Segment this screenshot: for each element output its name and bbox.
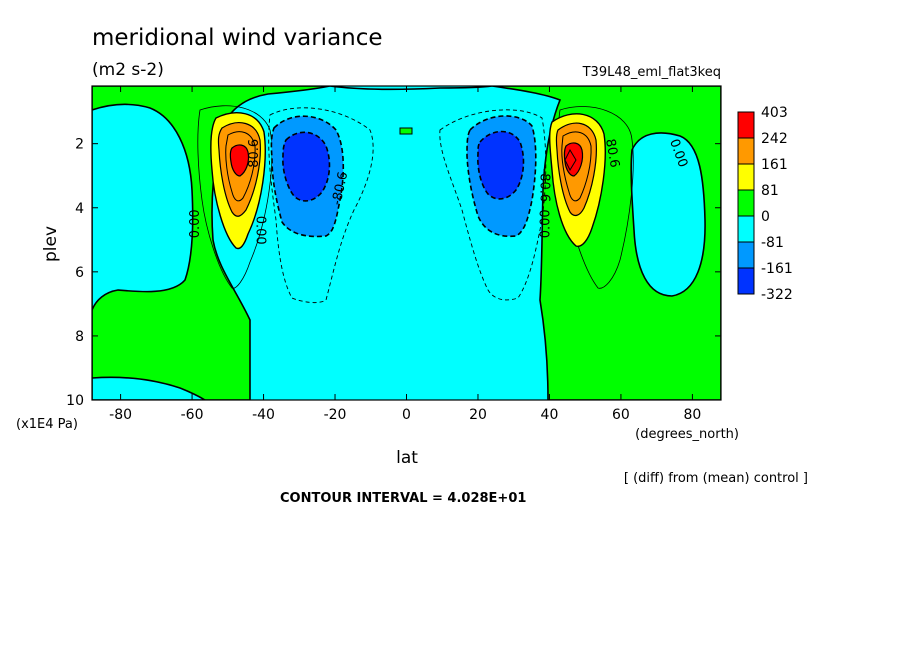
contour-label: 0.00 bbox=[188, 209, 203, 238]
diff-note: [ (diff) from (mean) control ] bbox=[624, 471, 808, 486]
y-axis: 2 4 6 8 10 bbox=[66, 137, 721, 409]
x-axis: -80 -60 -40 -20 0 20 40 60 80 bbox=[109, 86, 701, 423]
y-axis-label: plev bbox=[41, 226, 61, 262]
x-tick-label: 20 bbox=[469, 407, 487, 423]
x-tick-label: -80 bbox=[109, 407, 132, 423]
contour-label: 0.00 bbox=[538, 209, 553, 238]
x-tick-label: -40 bbox=[252, 407, 275, 423]
colorbar-label: 242 bbox=[761, 131, 788, 147]
colorbar-label: 0 bbox=[761, 209, 770, 225]
colorbar-label: -81 bbox=[761, 235, 784, 251]
positive-max-east bbox=[564, 148, 577, 172]
x-tick-label: 0 bbox=[402, 407, 411, 423]
negative-pocket-west bbox=[92, 103, 194, 311]
chart-units: (m2 s-2) bbox=[92, 60, 164, 80]
x-tick-label: 80 bbox=[683, 407, 701, 423]
colorbar-swatch bbox=[737, 215, 755, 243]
y-axis-units: (x1E4 Pa) bbox=[16, 417, 78, 432]
run-name: T39L48_eml_flat3keq bbox=[582, 65, 721, 80]
colorbar-swatch bbox=[737, 137, 755, 165]
contour-label: -80.6 bbox=[537, 169, 552, 203]
contour-interval: CONTOUR INTERVAL = 4.028E+01 bbox=[280, 491, 526, 506]
contour-label: -80.6 bbox=[330, 171, 352, 207]
colorbar-label: 81 bbox=[761, 183, 779, 199]
y-tick-label: 6 bbox=[75, 265, 84, 281]
x-axis-units: (degrees_north) bbox=[635, 427, 739, 442]
negative-161-east bbox=[477, 130, 525, 200]
colorbar-swatch bbox=[737, 111, 755, 139]
contour-label: 80.6 bbox=[602, 138, 622, 169]
x-tick-label: 40 bbox=[541, 407, 559, 423]
contour-161-west-inner bbox=[225, 131, 256, 202]
top-edge-contour bbox=[329, 86, 493, 91]
equator-positive-spot bbox=[399, 127, 413, 135]
y-tick-label: 8 bbox=[75, 329, 84, 345]
y-tick-label: 4 bbox=[75, 201, 84, 217]
contour-west-dashed-outer bbox=[268, 107, 374, 304]
colorbar-label: 403 bbox=[761, 105, 788, 121]
contour-label: 0.00 bbox=[252, 216, 267, 245]
positive-242-west bbox=[229, 144, 250, 177]
x-tick-label: -60 bbox=[181, 407, 204, 423]
y-tick-label: 2 bbox=[75, 137, 84, 153]
colorbar-swatch bbox=[737, 267, 755, 295]
x-axis-label: lat bbox=[396, 448, 418, 468]
plot-area bbox=[92, 86, 721, 400]
contour-east-dashed-outer bbox=[439, 109, 547, 301]
contour-west-outer bbox=[197, 105, 273, 289]
colorbar-label: 161 bbox=[761, 157, 788, 173]
colorbar-swatch bbox=[737, 189, 755, 217]
contour-label: 80.6 bbox=[247, 139, 262, 168]
colorbar-swatch bbox=[737, 163, 755, 191]
chart-title: meridional wind variance bbox=[92, 25, 383, 51]
colorbar-swatch bbox=[737, 241, 755, 269]
negative-pocket-east bbox=[630, 132, 706, 297]
x-tick-label: 60 bbox=[612, 407, 630, 423]
colorbar-label: -161 bbox=[761, 261, 793, 277]
negative-161-west bbox=[282, 131, 331, 202]
contour-161-east-inner bbox=[561, 131, 592, 202]
y-tick-label: 10 bbox=[66, 393, 84, 409]
colorbar: 403 242 161 81 0 -81 -161 -322 bbox=[737, 105, 793, 303]
x-tick-label: -20 bbox=[324, 407, 347, 423]
colorbar-label: -322 bbox=[761, 287, 793, 303]
